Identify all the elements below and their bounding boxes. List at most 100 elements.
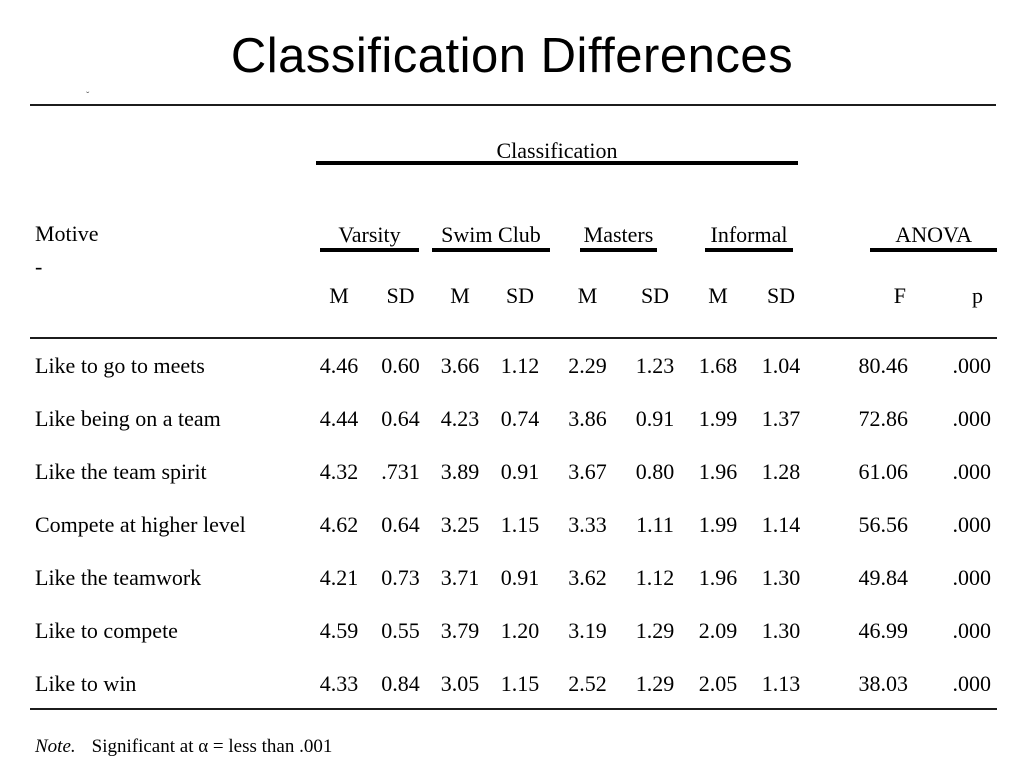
cell-informal-m: 1.96 (698, 458, 738, 484)
cell-swimclub-sd: 0.91 (500, 564, 540, 590)
group-swim-club-label: Swim Club (432, 222, 550, 252)
cell-anova-f: 49.84 (858, 564, 909, 590)
cell-varsity-m: 4.46 (319, 352, 359, 378)
table-row: Like to win 4.33 0.84 3.05 1.15 2.52 1.2… (30, 657, 997, 710)
subheader-anova-f: F (893, 283, 906, 308)
table-bottom-rule (30, 708, 997, 710)
cell-anova-f: 80.46 (858, 352, 909, 378)
cell-swimclub-m: 4.23 (440, 405, 480, 431)
cell-swimclub-m: 3.66 (440, 352, 480, 378)
cell-varsity-m: 4.59 (319, 617, 359, 643)
table-row: Like the teamwork 4.21 0.73 3.71 0.91 3.… (30, 551, 997, 604)
cell-swimclub-m: 3.71 (440, 564, 480, 590)
cell-anova-p: .000 (952, 670, 992, 696)
cell-swimclub-m: 3.89 (440, 458, 480, 484)
cell-anova-p: .000 (952, 511, 992, 537)
cell-swimclub-sd: 0.74 (500, 405, 540, 431)
cell-masters-m: 2.29 (568, 352, 607, 378)
table-row: Like the team spirit 4.32 .731 3.89 0.91… (30, 445, 997, 498)
cell-anova-f: 46.99 (858, 617, 909, 643)
cell-anova-f: 72.86 (858, 405, 909, 431)
cell-varsity-m: 4.33 (319, 670, 359, 696)
cell-anova-f: 38.03 (858, 670, 909, 696)
cell-masters-m: 3.62 (568, 564, 607, 590)
cell-masters-m: 3.86 (568, 405, 607, 431)
cell-anova-p: .000 (952, 564, 992, 590)
group-swim-club: Swim Club (431, 222, 551, 252)
cell-informal-sd: 1.30 (761, 564, 801, 590)
group-informal: Informal (686, 222, 812, 252)
cell-varsity-sd: 0.73 (381, 564, 420, 590)
cell-informal-sd: 1.04 (761, 352, 801, 378)
cell-informal-m: 1.99 (698, 405, 738, 431)
cell-informal-sd: 1.37 (761, 405, 801, 431)
subheader-masters-m: M (577, 283, 598, 308)
cell-swimclub-m: 3.05 (440, 670, 480, 696)
cell-swimclub-m: 3.25 (440, 511, 480, 537)
subheader-informal-sd: SD (766, 283, 796, 308)
row-motive: Compete at higher level (35, 511, 246, 537)
cell-varsity-m: 4.44 (319, 405, 359, 431)
cell-informal-sd: 1.13 (761, 670, 801, 696)
motive-dash: - (35, 254, 43, 279)
group-anova: ANOVA (856, 222, 997, 252)
table-row: Like being on a team 4.44 0.64 4.23 0.74… (30, 392, 997, 445)
cell-masters-sd: 1.12 (635, 564, 675, 590)
subheader-anova-p: p (972, 283, 983, 308)
row-motive: Like to go to meets (35, 352, 205, 378)
group-masters: Masters (551, 222, 686, 252)
cell-anova-f: 56.56 (858, 511, 909, 537)
cell-swimclub-sd: 1.15 (500, 670, 540, 696)
cell-varsity-sd: 0.84 (381, 670, 420, 696)
cell-masters-m: 2.52 (568, 670, 607, 696)
cell-varsity-sd: .731 (381, 458, 420, 484)
row-motive: Like being on a team (35, 405, 221, 431)
cell-swimclub-sd: 1.15 (500, 511, 540, 537)
cell-informal-m: 1.68 (698, 352, 738, 378)
cell-anova-p: .000 (952, 458, 992, 484)
subheader-swimclub-sd: SD (505, 283, 535, 308)
cell-masters-m: 3.19 (568, 617, 607, 643)
cell-anova-p: .000 (952, 617, 992, 643)
group-informal-label: Informal (704, 222, 794, 252)
cell-informal-m: 1.96 (698, 564, 738, 590)
note-text: Significant at α = less than .001 (91, 736, 333, 757)
motive-header: Motive (35, 221, 99, 246)
cell-varsity-sd: 0.55 (381, 617, 420, 643)
cell-swimclub-m: 3.79 (440, 617, 480, 643)
cell-swimclub-sd: 1.20 (500, 617, 540, 643)
table-row: Compete at higher level 4.62 0.64 3.25 1… (30, 498, 997, 551)
cell-informal-m: 2.09 (698, 617, 738, 643)
row-motive: Like the team spirit (35, 458, 207, 484)
classification-underline (316, 161, 798, 165)
title-divider (30, 104, 996, 106)
subheader-varsity-sd: SD (386, 283, 415, 308)
cell-anova-p: .000 (952, 405, 992, 431)
group-anova-label: ANOVA (870, 222, 997, 252)
group-varsity-label: Varsity (320, 222, 419, 252)
cell-masters-sd: 1.11 (636, 511, 674, 537)
cell-varsity-sd: 0.64 (381, 405, 420, 431)
cell-informal-sd: 1.30 (761, 617, 801, 643)
subheader-varsity-m: M (329, 283, 349, 308)
cell-masters-sd: 0.91 (635, 405, 675, 431)
subheader-swimclub-m: M (450, 283, 470, 308)
cell-varsity-m: 4.62 (319, 511, 359, 537)
cell-masters-sd: 1.29 (635, 670, 675, 696)
row-motive: Like the teamwork (35, 564, 202, 590)
stray-mark: ˇ (86, 91, 90, 102)
row-motive: Like to win (35, 670, 137, 696)
cell-informal-m: 1.99 (698, 511, 738, 537)
cell-swimclub-sd: 1.12 (500, 352, 540, 378)
cell-anova-f: 61.06 (858, 458, 909, 484)
cell-varsity-sd: 0.64 (381, 511, 420, 537)
classification-span-header: Classification (496, 138, 618, 163)
group-header-row: Motive Varsity Swim Club Masters Informa… (30, 220, 997, 252)
cell-masters-m: 3.67 (568, 458, 607, 484)
subheader-row: M SD M SD M SD M SD F p (30, 279, 997, 313)
cell-informal-sd: 1.28 (761, 458, 801, 484)
slide-title: Classification Differences (230, 29, 794, 83)
cell-varsity-m: 4.21 (319, 564, 359, 590)
table-note: Note. Significant at α = less than .001 (35, 736, 332, 758)
